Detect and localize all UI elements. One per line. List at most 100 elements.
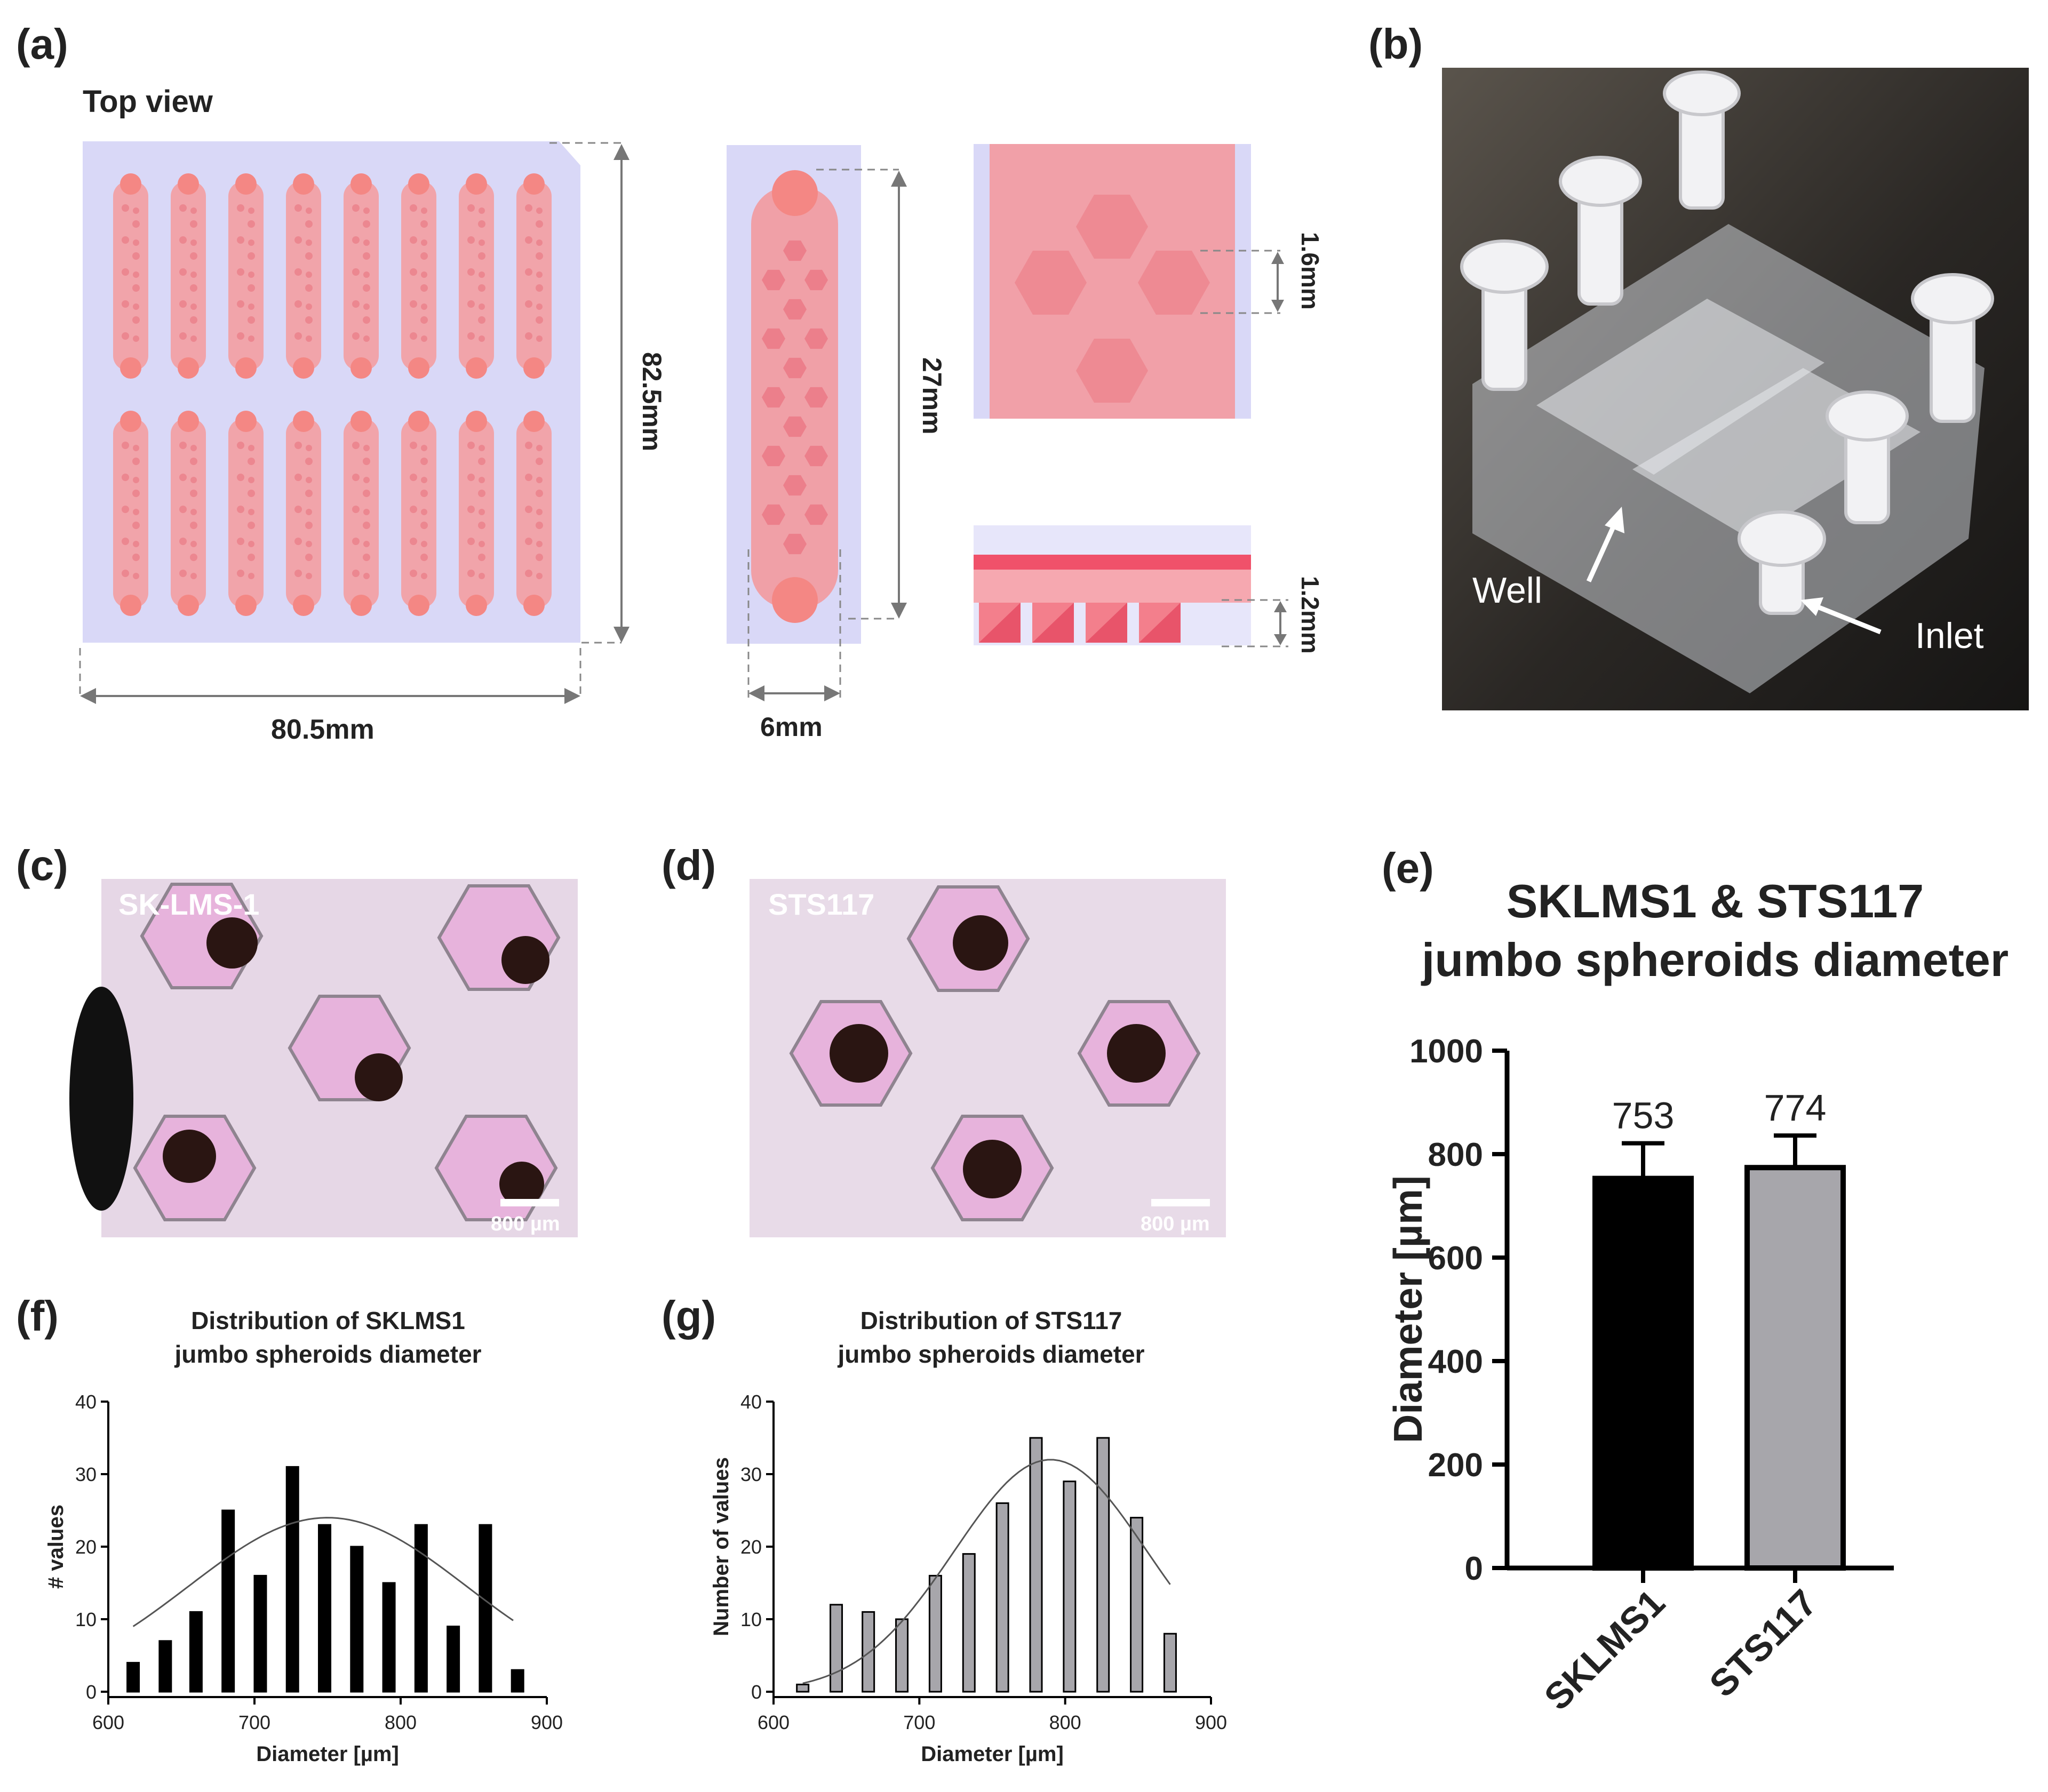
chip-well-dot xyxy=(190,335,197,342)
chip-well-dot xyxy=(410,268,417,276)
channel-length-label: 27mm xyxy=(917,357,947,435)
chip-well-dot xyxy=(536,458,543,465)
chip-well-dot xyxy=(179,236,187,244)
inlet-pointer-arrow xyxy=(1813,603,1882,635)
device-photo-channel-1 xyxy=(1536,299,1824,475)
chip-well-dot xyxy=(479,541,485,547)
chip-well-dot xyxy=(467,442,475,449)
chip-well-dot xyxy=(363,271,370,278)
chip-well-dot xyxy=(248,458,255,465)
spheroid xyxy=(355,1053,403,1101)
chip-well-dot xyxy=(420,490,428,497)
chip-well-dot xyxy=(190,554,197,561)
channel-width-arrow-left xyxy=(748,685,764,701)
chip-well-dot xyxy=(306,445,312,451)
chip-well-dot xyxy=(179,442,187,449)
chart-g-bar xyxy=(962,1553,976,1693)
spheroid xyxy=(501,936,549,984)
chip-well-dot xyxy=(122,538,129,545)
chip-well-dot xyxy=(122,204,129,212)
chip-well-dot xyxy=(132,252,140,260)
chip-well-dot xyxy=(352,204,360,212)
chip-well-dot xyxy=(306,477,312,483)
channel-width-arrow-right xyxy=(824,685,840,701)
chart-f-bar xyxy=(511,1669,524,1693)
chip-channel-port xyxy=(293,357,314,379)
chip-well-dot xyxy=(133,303,139,310)
chip-well-dot xyxy=(294,236,302,244)
chip-well-dot xyxy=(190,207,197,214)
chart-e-title-line-2: jumbo spheroids diameter xyxy=(1421,933,2009,986)
chip-channel-port xyxy=(523,173,545,195)
chart-g-bar xyxy=(1029,1437,1043,1693)
chip-well-dot xyxy=(363,573,370,579)
chip-well-dot xyxy=(190,490,197,497)
chart-g-y-axis-label: Number of values xyxy=(710,1457,733,1636)
chip-well-dot xyxy=(248,284,255,292)
chip-well-dot xyxy=(363,252,370,260)
chip-well-dot xyxy=(420,554,428,561)
chart-e-value-label: 753 xyxy=(1612,1095,1675,1137)
chip-channel-port xyxy=(178,357,199,379)
chip-channel-port xyxy=(408,173,429,195)
chart-g-y-tick-label: 30 xyxy=(740,1463,762,1485)
chart-f-y-tick-label: 30 xyxy=(75,1463,97,1485)
chip-well-dot xyxy=(363,509,370,515)
chip-well-dot xyxy=(306,541,312,547)
chip-well-dot xyxy=(352,300,360,308)
chip-channel-port xyxy=(523,357,545,379)
channel-hex-well xyxy=(804,328,828,349)
chip-well-dot xyxy=(294,506,302,513)
well-annotation: Well xyxy=(1472,570,1542,611)
channel-hex-well xyxy=(804,445,828,467)
chart-e-value-label: 774 xyxy=(1764,1087,1827,1129)
channel-hex-well xyxy=(783,299,807,320)
chart-e-y-tick-label: 400 xyxy=(1428,1343,1483,1380)
chip-well-dot xyxy=(294,538,302,545)
chip-outline xyxy=(83,141,580,643)
chip-well-dot xyxy=(467,204,475,212)
channel-hex-well xyxy=(804,504,828,525)
chart-f-y-tick-label: 0 xyxy=(86,1681,97,1703)
top-view-heading: Top view xyxy=(83,84,213,119)
chart-g: 0 10 20 30 40 600 700 800 900 Diameter [µm] Number… xyxy=(710,1391,1227,1766)
inlet-pointer-arrowhead xyxy=(1800,597,1823,616)
chart-f-title-line-2: jumbo spheroids diameter xyxy=(174,1340,481,1368)
chip-well-dot xyxy=(420,252,428,260)
chart-f-x-tick-label: 600 xyxy=(92,1711,124,1733)
well-size-label: 1.6mm xyxy=(1296,232,1324,310)
chip-well-dot xyxy=(237,474,244,481)
channel-hex-well xyxy=(783,475,807,496)
chip-well-dot xyxy=(536,207,543,214)
spheroid xyxy=(963,1140,1022,1198)
chip-well-dot xyxy=(248,509,254,515)
chart-f-y-tick-label: 10 xyxy=(75,1609,97,1630)
chip-well-dot xyxy=(525,506,532,513)
chip-well-dot xyxy=(479,335,485,342)
cross-section-well-shade xyxy=(1086,603,1127,643)
chart-e-y-tick-label: 200 xyxy=(1428,1447,1483,1484)
chip-channel xyxy=(516,181,552,371)
chip-well-dot xyxy=(248,271,254,278)
chip-well-dot xyxy=(306,303,312,310)
chart-f-bar xyxy=(479,1524,492,1693)
chip-channel xyxy=(171,419,206,608)
chip-well-dot xyxy=(536,509,543,515)
micrograph-c-wells xyxy=(133,883,561,1221)
chip-well-dot xyxy=(237,332,244,340)
chip-well-dot xyxy=(478,284,485,292)
channel-hex-well xyxy=(804,387,828,408)
chip-well-dot xyxy=(133,207,139,214)
channel-hex-well xyxy=(762,328,785,349)
chart-g-y-tick-label: 40 xyxy=(740,1391,762,1413)
chip-channel-port xyxy=(178,595,199,616)
chip-well-dot xyxy=(248,554,255,561)
chip-well-dot xyxy=(479,573,485,579)
chart-g-y-tick-label: 20 xyxy=(740,1536,762,1558)
chart-g-bar xyxy=(862,1611,875,1693)
chip-well-dot xyxy=(536,554,543,561)
chip-well-dot xyxy=(410,332,417,340)
chip-well-dot xyxy=(410,506,417,513)
chart-g-bar xyxy=(1096,1437,1110,1693)
chip-well-dot xyxy=(294,570,302,577)
